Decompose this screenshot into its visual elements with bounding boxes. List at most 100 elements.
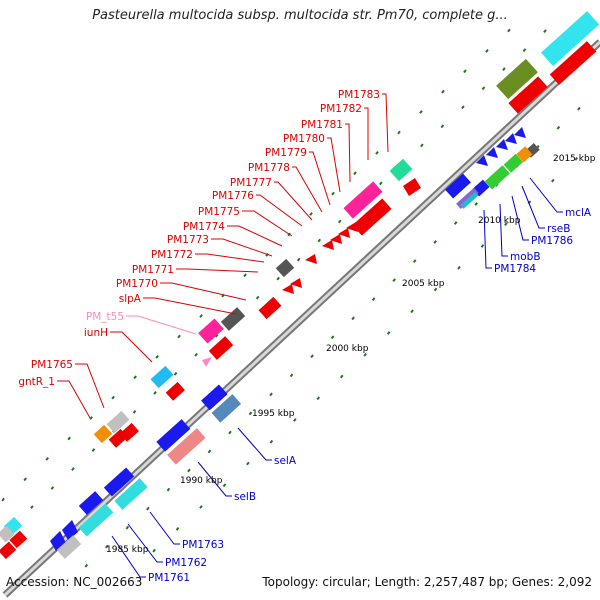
- upper-label-pm1770[interactable]: PM1770: [116, 278, 158, 290]
- feature-red[interactable]: [9, 530, 28, 549]
- upper-label-gntr-1[interactable]: gntR_1: [18, 376, 55, 388]
- upper-label-pm1778[interactable]: PM1778: [248, 162, 290, 174]
- feature-cyan[interactable]: [114, 478, 148, 510]
- lower-label-selb[interactable]: selB: [234, 491, 256, 503]
- feature-magenta[interactable]: [343, 181, 383, 219]
- feature-cyan[interactable]: [78, 503, 114, 537]
- lower-label-sela[interactable]: selA: [274, 455, 297, 467]
- lower-label-rseb[interactable]: rseB: [547, 223, 570, 235]
- feature-steel-blue[interactable]: [211, 394, 242, 423]
- feature-red[interactable]: [165, 381, 185, 401]
- lower-label-pm1786[interactable]: PM1786: [531, 235, 573, 247]
- tick-mark: [441, 89, 445, 94]
- lower-label-pm1763[interactable]: PM1763: [182, 539, 224, 551]
- feature-green[interactable]: [503, 153, 523, 173]
- upper-label-pm1777[interactable]: PM1777: [230, 177, 272, 189]
- feature-red[interactable]: [0, 541, 17, 560]
- tick-mark: [574, 157, 579, 161]
- genome-summary-text: Topology: circular; Length: 2,257,487 bp…: [262, 575, 592, 589]
- upper-label-pm1775[interactable]: PM1775: [198, 206, 240, 218]
- feature-red-arrow[interactable]: [290, 278, 302, 288]
- leader-line: [126, 315, 197, 335]
- feature-red[interactable]: [208, 336, 234, 360]
- leader-line: [57, 380, 91, 419]
- feature-light-grey[interactable]: [0, 525, 15, 543]
- feature-blue[interactable]: [445, 173, 471, 199]
- upper-label-pm1765[interactable]: PM1765: [31, 359, 73, 371]
- upper-label-pm1773[interactable]: PM1773: [167, 234, 209, 246]
- feature-red-arrow[interactable]: [305, 254, 317, 264]
- feature-blue[interactable]: [78, 491, 104, 515]
- tick-mark: [375, 150, 379, 155]
- feature-light-grey[interactable]: [56, 535, 82, 559]
- tick-mark: [507, 28, 511, 33]
- tick-mark: [177, 334, 181, 339]
- upper-label-pm1783[interactable]: PM1783: [338, 89, 380, 101]
- feature-cyan[interactable]: [541, 11, 600, 67]
- feature-red[interactable]: [508, 76, 548, 114]
- feature-red[interactable]: [352, 198, 392, 236]
- leader-line: [211, 238, 273, 257]
- upper-label-pm-t55[interactable]: PM_t55: [86, 311, 124, 323]
- feature-skyblue[interactable]: [150, 365, 174, 389]
- upper-label-pm1776[interactable]: PM1776: [212, 190, 254, 202]
- feature-blue-arrow[interactable]: [514, 127, 526, 138]
- feature-grey[interactable]: [275, 258, 295, 278]
- feature-blue-arrow[interactable]: [505, 133, 517, 144]
- feature-olive[interactable]: [496, 58, 538, 100]
- upper-label-pm1781[interactable]: PM1781: [301, 119, 343, 131]
- tick-mark: [543, 29, 547, 33]
- feature-red-arrow[interactable]: [330, 234, 342, 244]
- upper-label-pm1779[interactable]: PM1779: [265, 147, 307, 159]
- feature-blue-arrow[interactable]: [486, 147, 498, 158]
- feature-blue[interactable]: [103, 467, 135, 497]
- feature-blue-arrow[interactable]: [62, 520, 78, 540]
- feature-mint[interactable]: [389, 158, 413, 182]
- feature-purple[interactable]: [456, 187, 479, 210]
- tick-mark: [379, 181, 383, 186]
- feature-red-arrow[interactable]: [322, 240, 334, 250]
- tick-mark: [214, 333, 219, 338]
- upper-label-pm1780[interactable]: PM1780: [283, 133, 325, 145]
- feature-red-arrow[interactable]: [403, 178, 421, 196]
- feature-orange[interactable]: [93, 424, 113, 444]
- lower-label-pm1784[interactable]: PM1784: [494, 263, 536, 275]
- feature-light-grey[interactable]: [106, 410, 130, 434]
- tick-mark: [337, 219, 342, 224]
- feature-red[interactable]: [119, 422, 139, 442]
- feature-teal[interactable]: [460, 191, 479, 209]
- feature-magenta[interactable]: [198, 318, 224, 344]
- feature-green[interactable]: [484, 165, 510, 190]
- lower-label-mcla[interactable]: mclA: [565, 207, 592, 219]
- upper-label-slpa[interactable]: slpA: [119, 293, 142, 305]
- feature-red-arrow[interactable]: [346, 222, 358, 232]
- feature-dark-grey[interactable]: [220, 307, 246, 331]
- feature-red[interactable]: [549, 41, 597, 85]
- tick-mark: [71, 467, 75, 471]
- upper-label-pm1774[interactable]: PM1774: [183, 221, 225, 233]
- feature-blue-arrow[interactable]: [476, 155, 488, 166]
- feature-pink-rna[interactable]: [202, 357, 212, 367]
- map-title: Pasteurella multocida subsp. multocida s…: [92, 8, 508, 23]
- upper-label-pm1772[interactable]: PM1772: [151, 249, 193, 261]
- lower-label-pm1762[interactable]: PM1762: [165, 557, 207, 569]
- tick-mark: [481, 86, 486, 91]
- feature-red-arrow[interactable]: [338, 228, 350, 238]
- feature-blue-arrow[interactable]: [496, 139, 508, 150]
- feature-salmon[interactable]: [167, 428, 206, 465]
- tick-mark: [485, 48, 489, 53]
- feature-red[interactable]: [258, 296, 282, 320]
- upper-label-pm1771[interactable]: PM1771: [132, 264, 174, 276]
- leader-line: [511, 195, 529, 241]
- lower-label-pm1761[interactable]: PM1761: [148, 572, 190, 584]
- leader-line: [75, 363, 105, 409]
- upper-label-iunh[interactable]: iunH: [84, 327, 108, 339]
- feature-orange[interactable]: [516, 146, 533, 163]
- feature-blue[interactable]: [156, 419, 191, 452]
- feature-red-arrow[interactable]: [282, 284, 294, 294]
- upper-label-pm1782[interactable]: PM1782: [320, 103, 362, 115]
- tick-mark: [293, 418, 297, 422]
- feature-blue[interactable]: [201, 384, 228, 411]
- lower-label-mobb[interactable]: mobB: [510, 251, 541, 263]
- leader-line: [195, 253, 265, 263]
